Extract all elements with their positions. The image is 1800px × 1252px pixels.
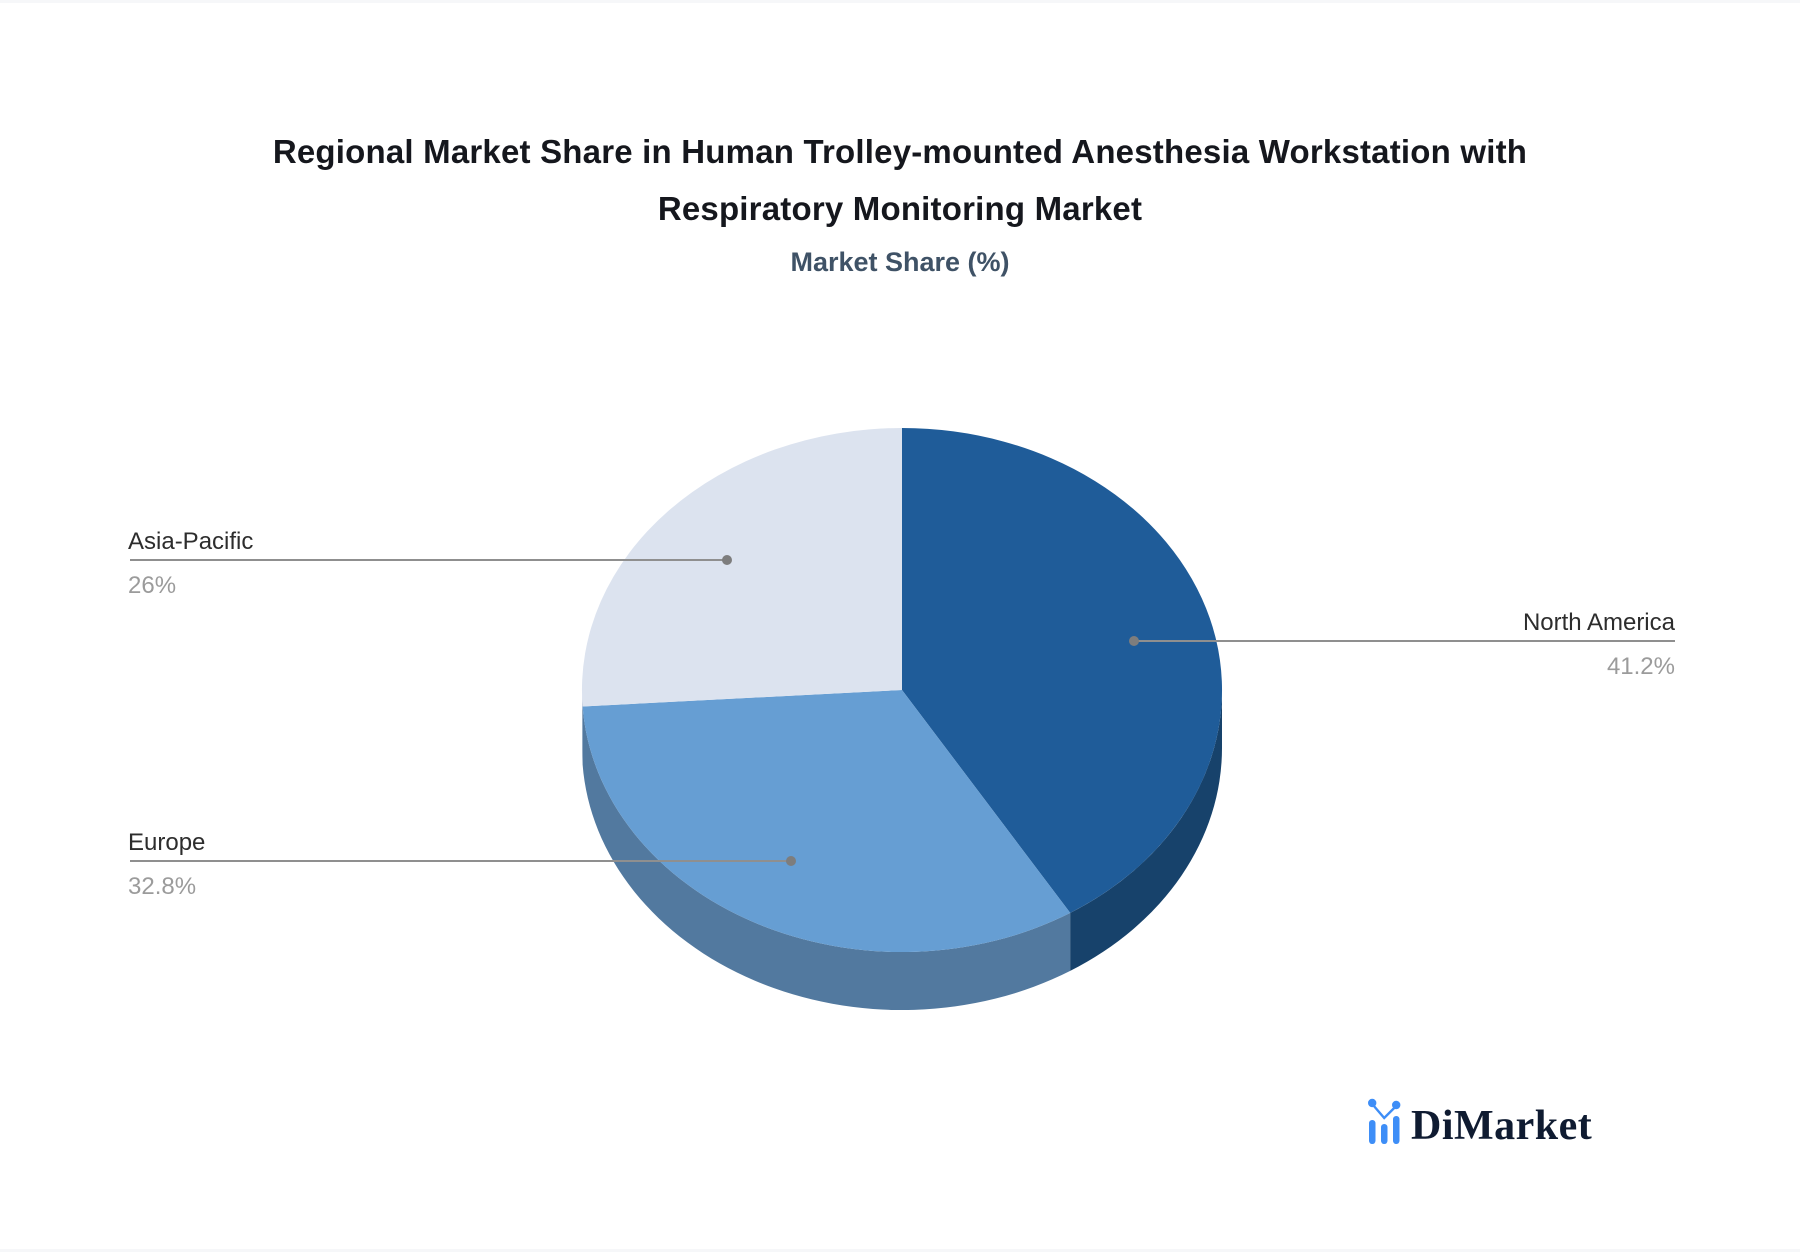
pie-slice-europe[interactable]	[582, 690, 1071, 953]
slice-label-asia-pacific: Asia-Pacific	[128, 528, 253, 556]
slice-value-asia-pacific: 26%	[128, 572, 177, 599]
slice-value-europe-wrap: 32.8%	[128, 873, 196, 901]
chart-subtitle: Market Share (%)	[790, 247, 1010, 277]
slice-name-europe: Europe	[128, 829, 206, 856]
slice-label-europe: Europe	[128, 829, 205, 857]
slice-value-asia-pacific-wrap: 26%	[128, 572, 176, 600]
slice-name-asia-pacific: Asia-Pacific	[128, 528, 254, 555]
pie-side-europe[interactable]	[582, 706, 1071, 1011]
dimarket-logo-text: DiMarket	[1411, 1103, 1593, 1149]
leader-dot-europe	[786, 856, 796, 866]
slice-value-europe: 32.8%	[128, 873, 197, 900]
slice-label-north-america: North America	[1523, 609, 1675, 637]
page-bottom-border	[0, 1249, 1800, 1252]
leader-dot-north-america	[1129, 636, 1139, 646]
dimarket-logo: DiMarket	[1368, 1097, 1592, 1147]
chart-title-line1: Regional Market Share in Human Trolley-m…	[272, 133, 1528, 170]
pie-side-north-america[interactable]	[1070, 690, 1222, 971]
bar-line-chart-logo-icon	[1368, 1098, 1401, 1144]
pie-slice-north-america[interactable]	[902, 428, 1223, 913]
slice-value-north-america: 41.2%	[1606, 653, 1675, 680]
chart-title-line2: Respiratory Monitoring Market	[657, 190, 1143, 227]
pie-slice-asia-pacific[interactable]	[581, 428, 902, 707]
slice-value-north-america-wrap: 41.2%	[1607, 653, 1675, 681]
page-top-border	[0, 0, 1800, 3]
leader-dot-asia-pacific	[722, 555, 732, 565]
slice-name-north-america: North America	[1522, 609, 1675, 636]
pie-side-asia-pacific[interactable]	[581, 690, 583, 765]
